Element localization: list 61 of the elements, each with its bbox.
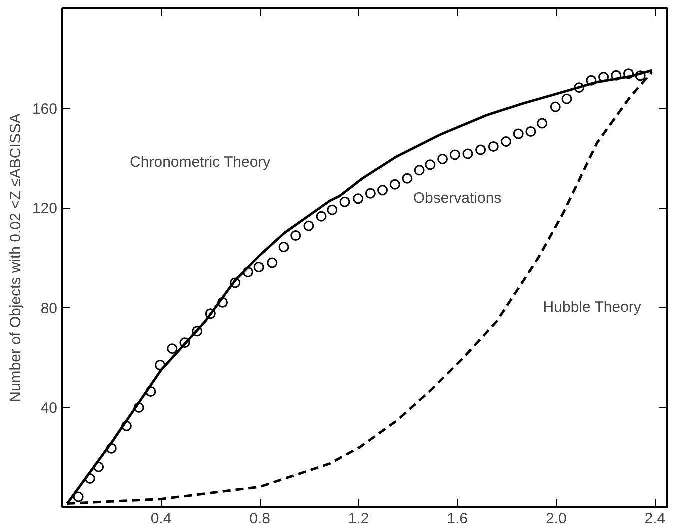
y-tick-label: 160 bbox=[32, 100, 58, 118]
point bbox=[623, 68, 634, 80]
point bbox=[450, 150, 460, 160]
point bbox=[513, 128, 524, 140]
point bbox=[316, 211, 327, 222]
x-tick-label: 2.0 bbox=[546, 510, 567, 528]
point bbox=[327, 204, 338, 216]
point bbox=[611, 70, 622, 81]
point bbox=[134, 402, 144, 413]
annotation: Chronometric Theory bbox=[130, 154, 272, 171]
point bbox=[180, 338, 190, 348]
point bbox=[526, 126, 536, 137]
point bbox=[242, 266, 254, 278]
point bbox=[167, 344, 178, 354]
x-tick-label: 0.8 bbox=[250, 510, 270, 528]
point bbox=[598, 72, 610, 83]
point bbox=[254, 262, 264, 272]
point bbox=[574, 82, 585, 94]
point bbox=[205, 308, 216, 320]
point bbox=[340, 196, 350, 208]
point bbox=[192, 326, 203, 337]
point bbox=[106, 443, 117, 454]
point bbox=[267, 258, 278, 268]
x-tick-label: 1.2 bbox=[348, 510, 370, 528]
x-tick-label: 2.4 bbox=[644, 510, 666, 528]
point bbox=[73, 492, 84, 502]
point bbox=[365, 188, 376, 199]
point bbox=[155, 360, 166, 371]
point bbox=[84, 474, 96, 484]
point bbox=[230, 278, 241, 288]
point bbox=[402, 173, 413, 184]
x-tick-label: 0.4 bbox=[150, 510, 172, 528]
point bbox=[390, 179, 400, 190]
point bbox=[635, 70, 646, 82]
point bbox=[550, 102, 561, 112]
point bbox=[94, 462, 104, 472]
y-tick-label: 80 bbox=[40, 300, 58, 318]
point bbox=[462, 148, 474, 160]
annotation: Hubble Theory bbox=[543, 299, 642, 316]
point bbox=[476, 144, 486, 156]
point bbox=[438, 154, 448, 164]
point bbox=[378, 185, 388, 196]
point bbox=[488, 141, 499, 152]
point bbox=[304, 220, 314, 232]
y-tick-label: 120 bbox=[32, 200, 58, 218]
y-axis-title: Number of Objects with 0.02 <Z ≤ABCISSA bbox=[7, 114, 24, 402]
point bbox=[537, 118, 548, 129]
point bbox=[501, 136, 512, 147]
x-tick-label: 1.6 bbox=[447, 510, 468, 528]
point bbox=[218, 297, 228, 308]
point bbox=[353, 194, 364, 204]
point bbox=[290, 230, 302, 242]
point bbox=[425, 160, 436, 170]
annotation: Observations bbox=[413, 190, 502, 207]
point bbox=[278, 242, 290, 253]
point bbox=[562, 94, 572, 104]
point bbox=[121, 420, 132, 432]
point bbox=[414, 165, 425, 176]
point bbox=[586, 75, 597, 86]
point bbox=[146, 386, 156, 397]
y-tick-label: 40 bbox=[40, 400, 58, 418]
